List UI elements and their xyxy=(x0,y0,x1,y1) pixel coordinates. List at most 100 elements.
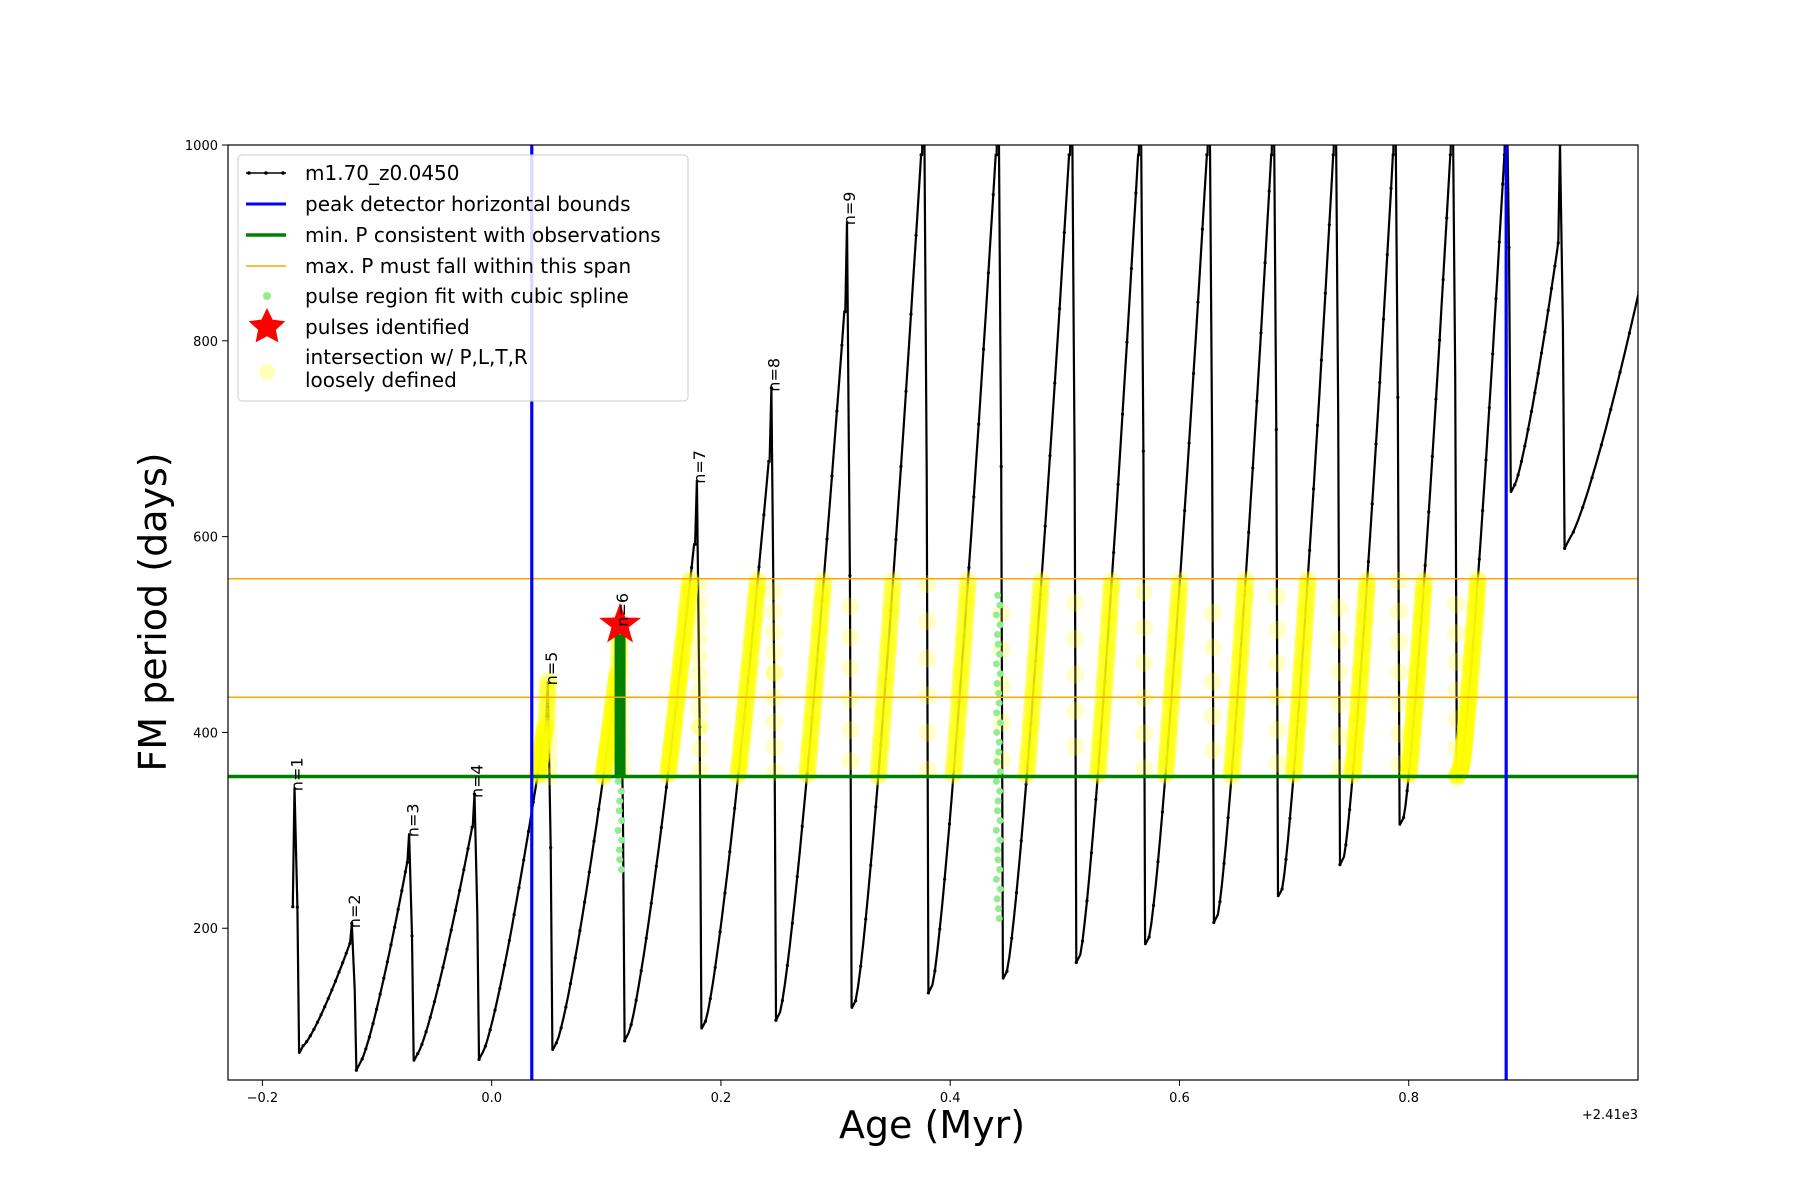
intersection-point xyxy=(1168,608,1187,627)
intersection-point xyxy=(1157,756,1176,775)
intersection-point xyxy=(1167,619,1186,638)
intersection-point xyxy=(600,722,619,741)
intersection-point xyxy=(810,617,829,636)
intersection-point xyxy=(1026,651,1045,670)
intersection-point xyxy=(918,686,937,705)
intersection-point xyxy=(959,570,978,589)
intersection-point xyxy=(810,621,829,640)
intersection-point xyxy=(1354,625,1373,644)
intersection-point xyxy=(1231,646,1250,665)
intersection-point xyxy=(689,594,708,613)
track-marker xyxy=(410,934,414,938)
intersection-point xyxy=(1023,690,1042,709)
intersection-point xyxy=(1406,694,1425,713)
intersection-point xyxy=(735,701,754,720)
intersection-point xyxy=(747,589,766,608)
intersection-point xyxy=(1407,681,1426,700)
intersection-point xyxy=(1295,619,1314,638)
x-tick-label: 0.4 xyxy=(940,1091,961,1106)
intersection-point xyxy=(801,730,820,749)
intersection-point xyxy=(953,645,972,664)
intersection-point xyxy=(1294,625,1313,644)
intersection-point xyxy=(1295,613,1314,632)
intersection-point xyxy=(882,593,901,612)
track-marker xyxy=(341,961,345,965)
intersection-point xyxy=(736,696,755,715)
intersection-point xyxy=(1027,644,1046,663)
y-tick-label: 400 xyxy=(193,726,218,741)
intersection-point xyxy=(884,571,903,590)
intersection-point xyxy=(1452,755,1471,774)
intersection-point xyxy=(1330,695,1349,714)
track-marker xyxy=(1107,616,1111,620)
intersection-point xyxy=(595,756,614,775)
intersection-point xyxy=(1226,715,1245,734)
intersection-point xyxy=(596,750,615,769)
intersection-point xyxy=(1347,725,1366,744)
spline-fit-point xyxy=(993,895,1001,903)
intersection-point xyxy=(535,724,554,743)
intersection-point xyxy=(1405,697,1424,716)
track-marker xyxy=(1536,371,1540,375)
intersection-point xyxy=(1348,706,1367,725)
intersection-point xyxy=(1465,618,1484,637)
intersection-point xyxy=(746,596,765,615)
intersection-point xyxy=(1356,600,1375,619)
intersection-point xyxy=(1227,699,1246,718)
x-tick-label: 0.6 xyxy=(1169,1091,1190,1106)
intersection-point xyxy=(674,632,693,651)
pulse-identified-star xyxy=(599,602,641,643)
intersection-point xyxy=(953,643,972,662)
intersection-point xyxy=(740,658,759,677)
intersection-point xyxy=(805,676,824,695)
track-marker xyxy=(864,917,868,921)
track-marker xyxy=(1627,331,1632,335)
intersection-point xyxy=(1298,575,1317,594)
intersection-point xyxy=(537,713,556,732)
spline-fit-point xyxy=(995,689,1003,697)
legend-box xyxy=(237,154,689,402)
intersection-point xyxy=(534,730,553,749)
intersection-point xyxy=(1403,721,1422,740)
track-marker xyxy=(1308,548,1312,552)
intersection-point xyxy=(1457,717,1476,736)
track-marker xyxy=(757,565,761,569)
intersection-point xyxy=(739,669,758,688)
intersection-point xyxy=(811,610,830,629)
intersection-point xyxy=(1231,648,1250,667)
intersection-point xyxy=(1157,752,1176,771)
intersection-point xyxy=(1293,651,1312,670)
intersection-point xyxy=(663,729,682,748)
intersection-point xyxy=(744,616,763,635)
intersection-point xyxy=(1089,758,1108,777)
track-marker xyxy=(1590,476,1594,480)
intersection-point xyxy=(1159,728,1178,747)
intersection-point xyxy=(678,598,697,617)
intersection-point xyxy=(1461,665,1480,684)
spline-fit-point xyxy=(992,660,1000,668)
intersection-point xyxy=(664,718,683,737)
intersection-point xyxy=(881,606,900,625)
intersection-point xyxy=(1236,572,1255,591)
track-marker xyxy=(1080,939,1085,943)
intersection-point xyxy=(538,691,557,710)
intersection-point xyxy=(1020,728,1039,747)
intersection-point xyxy=(595,758,614,777)
intersection-point xyxy=(1348,702,1367,721)
intersection-point xyxy=(738,674,757,693)
intersection-point xyxy=(1028,633,1047,652)
intersection-point xyxy=(1161,699,1180,718)
intersection-point xyxy=(1169,592,1188,611)
intersection-point xyxy=(730,754,749,773)
intersection-point xyxy=(1066,629,1085,648)
intersection-point xyxy=(1024,679,1043,698)
intersection-point xyxy=(1353,635,1372,654)
intersection-point xyxy=(1399,765,1418,784)
intersection-point xyxy=(1101,586,1120,605)
intersection-point xyxy=(957,593,976,612)
track-marker xyxy=(644,936,648,940)
intersection-point xyxy=(1458,700,1477,719)
intersection-point xyxy=(1468,580,1487,599)
track-marker xyxy=(1125,340,1129,344)
intersection-point xyxy=(535,721,554,740)
